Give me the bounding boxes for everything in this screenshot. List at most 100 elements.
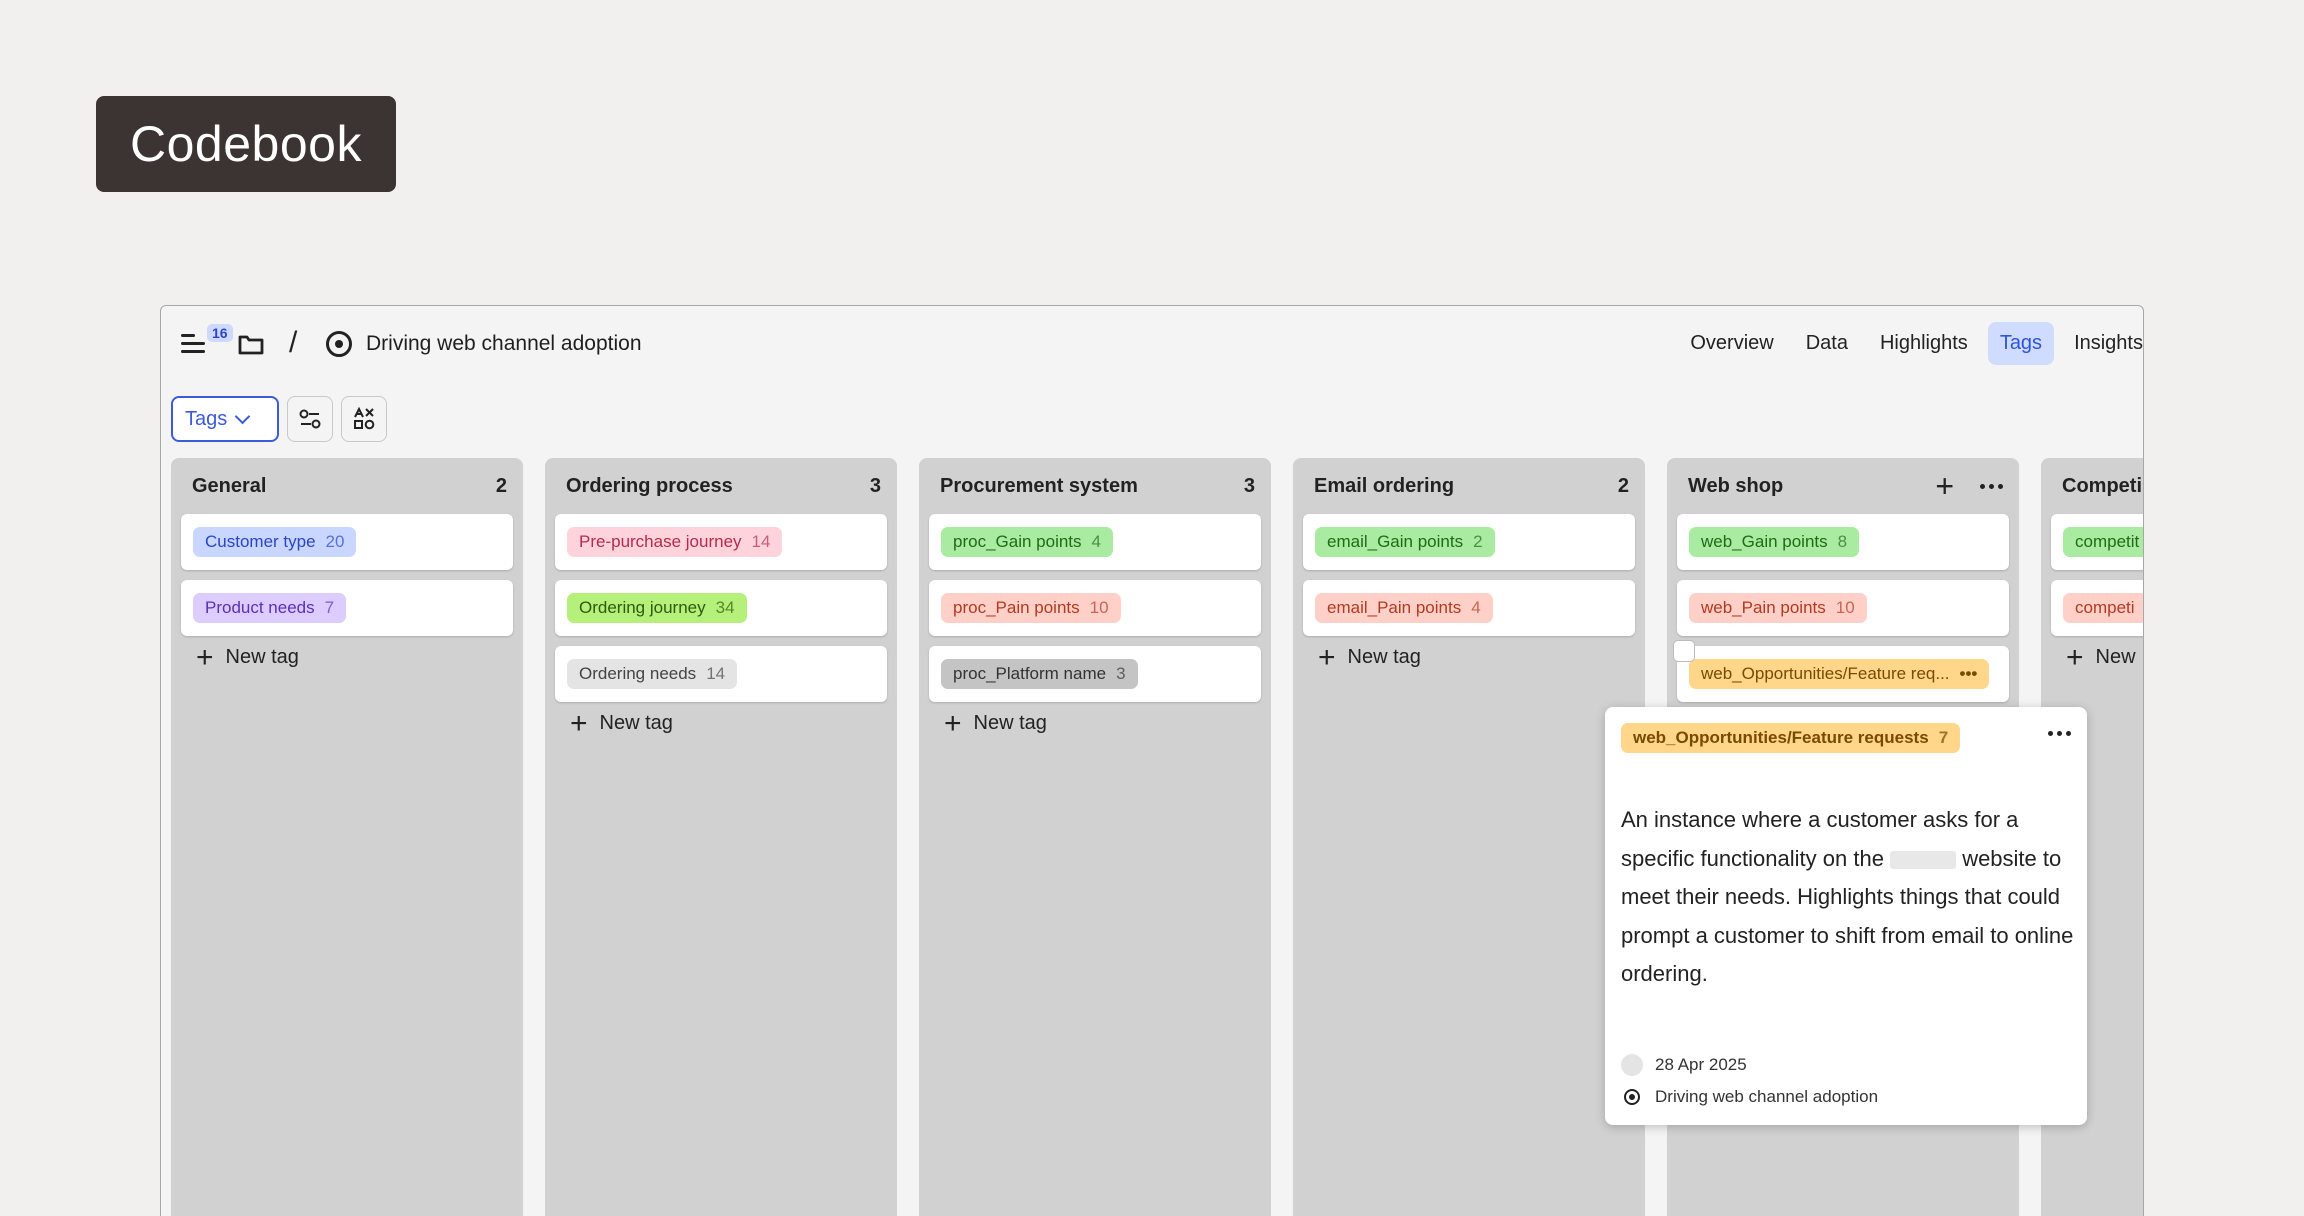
description-text: An instance where a customer asks for a … xyxy=(1621,807,2019,871)
tab-highlights[interactable]: Highlights xyxy=(1879,332,1968,354)
breadcrumb-separator: / xyxy=(289,326,298,359)
sort-button[interactable] xyxy=(341,396,387,442)
column-title: Ordering process xyxy=(566,474,733,497)
top-bar: 16 / Driving web channel adoption Overvi… xyxy=(161,306,2143,380)
tag-card[interactable]: Customer type 20 xyxy=(181,514,513,570)
tag-card[interactable]: Pre-purchase journey 14 xyxy=(555,514,887,570)
new-tag-button[interactable]: + New xyxy=(2066,640,2143,674)
new-tag-label: New tag xyxy=(973,712,1047,734)
tag-card[interactable]: competi xyxy=(2051,580,2143,636)
tag-card-hovered[interactable]: web_Opportunities/Feature req... ••• xyxy=(1673,640,2009,702)
new-tag-button[interactable]: + New tag xyxy=(196,640,523,674)
tag-label: Ordering journey xyxy=(579,598,706,617)
tab-insights[interactable]: Insights xyxy=(2074,332,2143,354)
tag-card[interactable]: proc_Pain points 10 xyxy=(929,580,1261,636)
tag-card[interactable]: Product needs 7 xyxy=(181,580,513,636)
column-count: 2 xyxy=(1617,474,1629,497)
more-options-icon[interactable] xyxy=(1980,483,2003,489)
new-tag-label: New tag xyxy=(225,646,299,668)
view-select-label: Tags xyxy=(185,407,228,430)
tab-overview[interactable]: Overview xyxy=(1690,332,1774,354)
tag-pill[interactable]: Pre-purchase journey 14 xyxy=(567,527,783,557)
tag-card[interactable]: proc_Platform name 3 xyxy=(929,646,1261,702)
plus-icon: + xyxy=(944,706,962,740)
tag-detail-popover: web_Opportunities/Feature requests 7 An … xyxy=(1605,707,2087,1125)
more-options-icon[interactable] xyxy=(2048,731,2071,736)
project-link[interactable]: Driving web channel adoption xyxy=(1655,1087,1879,1106)
tag-pill[interactable]: proc_Pain points 10 xyxy=(941,593,1121,623)
tag-card[interactable]: competit xyxy=(2051,514,2143,570)
breadcrumb-project[interactable]: Driving web channel adoption xyxy=(366,332,642,355)
view-select[interactable]: Tags xyxy=(171,396,279,442)
tag-card[interactable]: web_Gain points 8 xyxy=(1677,514,2009,570)
menu-icon[interactable]: 16 xyxy=(181,324,233,356)
toolbar: Tags xyxy=(171,396,387,442)
tag-pill[interactable]: competi xyxy=(2063,593,2143,623)
new-tag-label: New tag xyxy=(599,712,673,734)
tag-pill[interactable]: web_Pain points 10 xyxy=(1689,593,1867,623)
plus-icon: + xyxy=(196,640,214,674)
sliders-icon xyxy=(299,409,321,429)
new-tag-label: New tag xyxy=(1347,646,1421,668)
tag-pill[interactable]: Ordering journey 34 xyxy=(567,593,747,623)
tag-pill[interactable]: web_Gain points 8 xyxy=(1689,527,1860,557)
column-general: General 2 Customer type 20 Product needs 7… xyxy=(171,458,523,1216)
tag-card[interactable]: email_Gain points 2 xyxy=(1303,514,1635,570)
tag-label: competi xyxy=(2075,598,2135,617)
tag-count: 8 xyxy=(1837,532,1848,551)
tag-count: 3 xyxy=(1116,664,1126,683)
tag-pill[interactable]: Customer type 20 xyxy=(193,527,357,557)
tab-tags[interactable]: Tags xyxy=(1987,322,2055,365)
created-date: 28 Apr 2025 xyxy=(1655,1055,1747,1074)
app-window: 16 / Driving web channel adoption Overvi… xyxy=(160,305,2144,1216)
tag-label: Pre-purchase journey xyxy=(579,532,742,551)
column-title: Email ordering xyxy=(1314,474,1455,497)
tag-count: 4 xyxy=(1091,532,1101,551)
tag-count: 4 xyxy=(1471,598,1481,617)
column-count: 2 xyxy=(495,474,507,497)
tag-label: proc_Platform name xyxy=(953,664,1107,683)
tag-count: 14 xyxy=(706,664,726,683)
redacted-text xyxy=(1890,850,1957,869)
tag-pill[interactable]: email_Gain points 2 xyxy=(1315,527,1495,557)
tag-pill[interactable]: Ordering needs 14 xyxy=(567,659,738,689)
plus-icon: + xyxy=(570,706,588,740)
tag-label: email_Pain points xyxy=(1327,598,1462,617)
new-tag-label: New xyxy=(2095,646,2136,668)
tag-label: Product needs xyxy=(205,598,315,617)
tag-label: web_Opportunities/Feature req... xyxy=(1701,664,1950,683)
plus-icon: + xyxy=(2066,640,2084,674)
folder-icon[interactable] xyxy=(237,330,265,358)
tag-card[interactable]: Ordering needs 14 xyxy=(555,646,887,702)
new-tag-button[interactable]: + New tag xyxy=(1318,642,1645,672)
tag-card[interactable]: email_Pain points 4 xyxy=(1303,580,1635,636)
new-tag-button[interactable]: + New tag xyxy=(570,706,897,740)
tag-pill[interactable]: proc_Gain points 4 xyxy=(941,527,1113,557)
tag-label: competit xyxy=(2075,532,2140,551)
chevron-down-icon xyxy=(234,408,251,424)
tag-count: 2 xyxy=(1473,532,1483,551)
ellipsis-icon[interactable]: ••• xyxy=(1959,664,1978,683)
tag-pill[interactable]: competit xyxy=(2063,527,2143,557)
tag-board: General 2 Customer type 20 Product needs 7… xyxy=(171,458,2143,1216)
tag-pill[interactable]: Product needs 7 xyxy=(193,593,347,623)
column-ordering-process: Ordering process 3 Pre-purchase journey 1… xyxy=(545,458,897,1216)
add-tag-icon[interactable]: + xyxy=(1935,468,1954,504)
tag-count: 10 xyxy=(1089,598,1109,617)
tag-count: 20 xyxy=(325,532,345,551)
tag-label: web_Gain points xyxy=(1701,532,1828,551)
tag-card[interactable]: Ordering journey 34 xyxy=(555,580,887,636)
project-target-icon xyxy=(326,331,352,357)
filter-toggle-button[interactable] xyxy=(287,396,333,442)
drag-handle-icon[interactable] xyxy=(1673,640,1695,662)
new-tag-button[interactable]: + New tag xyxy=(944,706,1271,740)
tag-pill[interactable]: web_Opportunities/Feature req... ••• xyxy=(1689,659,1990,689)
tag-card[interactable]: proc_Gain points 4 xyxy=(929,514,1261,570)
tag-pill[interactable]: proc_Platform name 3 xyxy=(941,659,1138,689)
description-text: website to meet their needs. Highlights … xyxy=(1621,845,2074,987)
column-email-ordering: Email ordering 2 email_Gain points 2 emai… xyxy=(1293,458,1645,1216)
tag-pill[interactable]: email_Pain points 4 xyxy=(1315,593,1493,623)
tab-data[interactable]: Data xyxy=(1805,332,1848,354)
tag-count: 7 xyxy=(324,598,335,617)
tag-card[interactable]: web_Pain points 10 xyxy=(1677,580,2009,636)
